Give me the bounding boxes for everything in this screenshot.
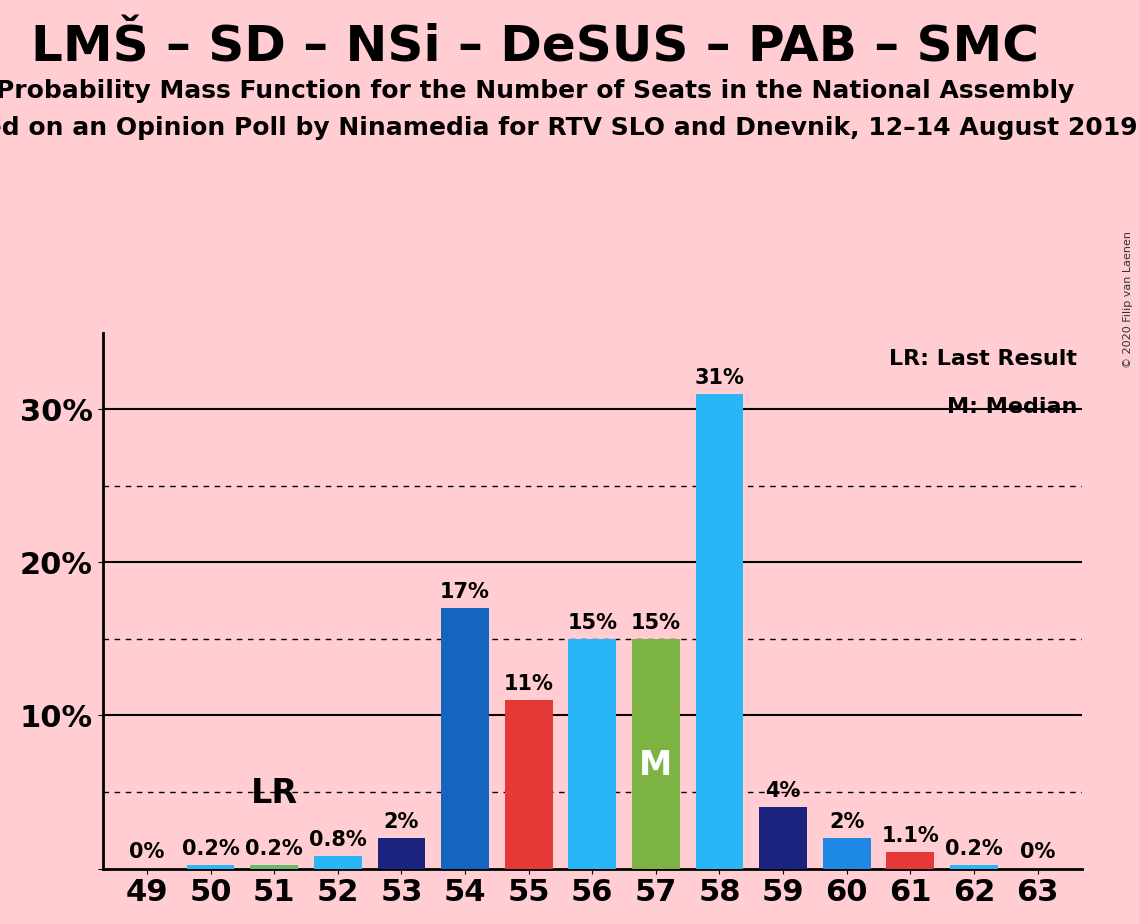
Text: © 2020 Filip van Laenen: © 2020 Filip van Laenen xyxy=(1123,231,1133,368)
Text: 31%: 31% xyxy=(695,368,745,388)
Bar xyxy=(886,852,934,869)
Bar xyxy=(505,700,552,869)
Text: 0.2%: 0.2% xyxy=(945,839,1002,859)
Text: Based on an Opinion Poll by Ninamedia for RTV SLO and Dnevnik, 12–14 August 2019: Based on an Opinion Poll by Ninamedia fo… xyxy=(0,116,1137,140)
Text: LMŠ – SD – NSi – DeSUS – PAB – SMC: LMŠ – SD – NSi – DeSUS – PAB – SMC xyxy=(32,23,1039,71)
Text: LR: Last Result: LR: Last Result xyxy=(890,348,1077,369)
Bar xyxy=(632,638,680,869)
Text: 0%: 0% xyxy=(130,843,165,862)
Bar xyxy=(251,866,298,869)
Bar xyxy=(568,638,616,869)
Text: 11%: 11% xyxy=(503,674,554,694)
Bar xyxy=(696,394,744,869)
Text: M: Median: M: Median xyxy=(947,397,1077,417)
Text: 15%: 15% xyxy=(631,613,681,633)
Bar xyxy=(314,857,362,869)
Text: 0.2%: 0.2% xyxy=(245,839,303,859)
Bar xyxy=(187,866,235,869)
Bar xyxy=(378,838,425,869)
Bar xyxy=(950,866,998,869)
Bar xyxy=(822,838,870,869)
Text: Probability Mass Function for the Number of Seats in the National Assembly: Probability Mass Function for the Number… xyxy=(0,79,1074,103)
Text: 0%: 0% xyxy=(1019,843,1055,862)
Text: 2%: 2% xyxy=(829,812,865,832)
Bar xyxy=(760,808,806,869)
Text: 2%: 2% xyxy=(384,812,419,832)
Text: LR: LR xyxy=(251,777,297,810)
Text: 17%: 17% xyxy=(440,582,490,602)
Text: 0.2%: 0.2% xyxy=(182,839,239,859)
Bar xyxy=(441,608,489,869)
Text: 4%: 4% xyxy=(765,781,801,801)
Text: 0.8%: 0.8% xyxy=(309,830,367,850)
Text: M: M xyxy=(639,748,672,782)
Text: 1.1%: 1.1% xyxy=(882,825,940,845)
Text: 15%: 15% xyxy=(567,613,617,633)
